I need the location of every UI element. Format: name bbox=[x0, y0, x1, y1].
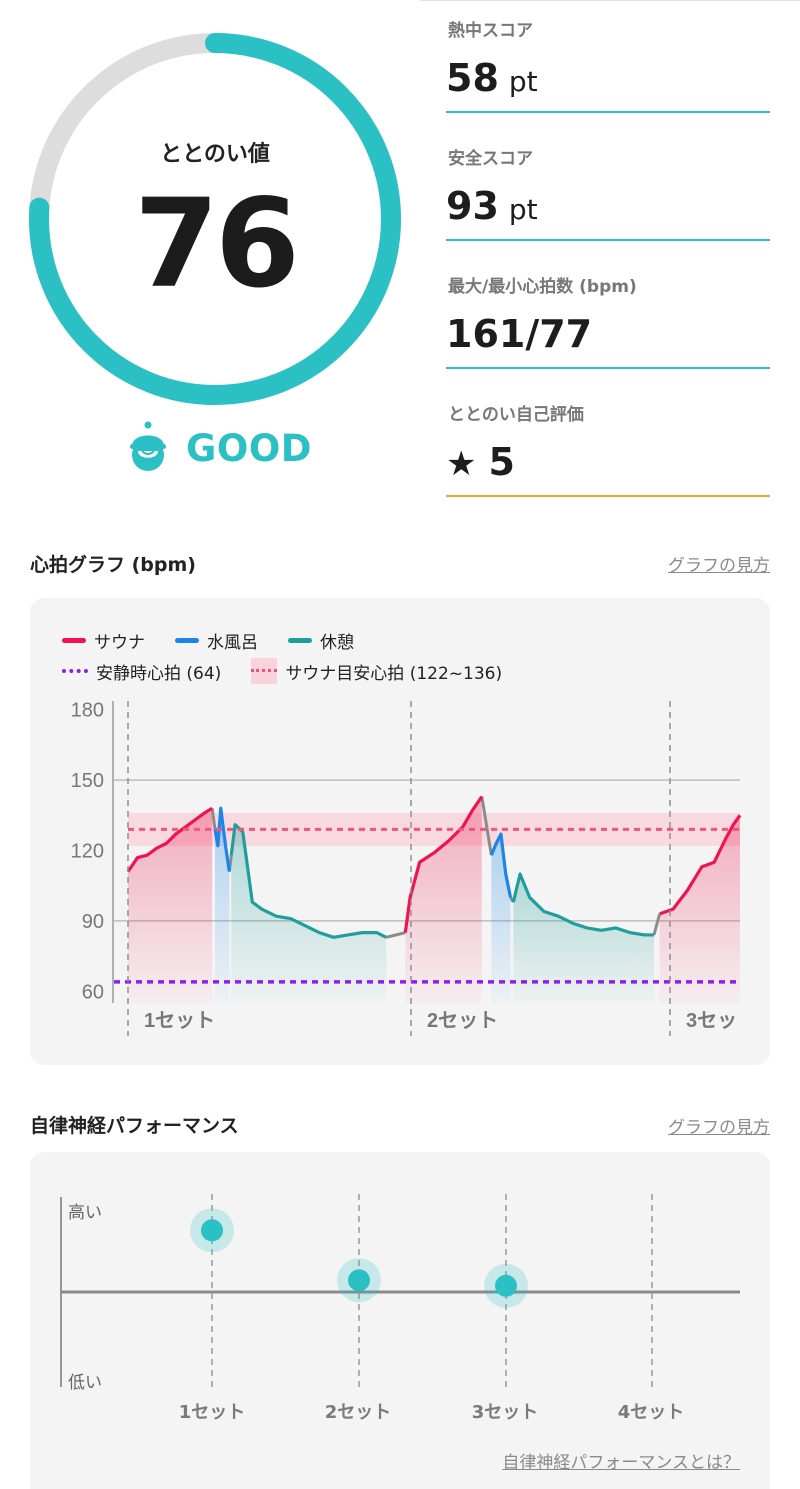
gauge-ring bbox=[29, 33, 401, 405]
legend-swatch bbox=[251, 658, 278, 684]
series-connector bbox=[210, 808, 217, 830]
legend-swatch bbox=[62, 669, 88, 673]
stat-value: 161/77 bbox=[446, 312, 592, 356]
gauge-value: 76 bbox=[134, 173, 300, 315]
gauge-progress-arc bbox=[29, 33, 401, 405]
legend-swatch bbox=[288, 638, 312, 643]
stat-value: 58 pt bbox=[446, 56, 538, 100]
legend-sauna: サウナ bbox=[62, 628, 145, 653]
legend-label: サウナ目安心拍 (122~136) bbox=[285, 663, 503, 684]
stat-safety-score: 安全スコア 93 pt bbox=[446, 140, 770, 268]
ans-about-link[interactable]: 自律神経パフォーマンスとは？ bbox=[502, 1453, 740, 1473]
stat-number: 93 bbox=[446, 184, 499, 228]
legend-row-2: 安静時心拍 (64) サウナ目安心拍 (122~136) bbox=[62, 658, 532, 684]
ans-y-low-label: 低い bbox=[68, 1373, 102, 1393]
stat-underline bbox=[446, 239, 770, 241]
series-line-rest bbox=[229, 823, 387, 939]
stat-label: 熱中スコア bbox=[448, 21, 533, 41]
rating-badge: GOOD bbox=[124, 420, 312, 476]
legend-label: 休憩 bbox=[320, 633, 354, 653]
stat-underline bbox=[446, 495, 770, 497]
set-label: 3セッ bbox=[686, 1010, 737, 1032]
series-connector bbox=[385, 931, 406, 939]
ans-x-label: 1セット bbox=[178, 1402, 246, 1423]
legend-swatch bbox=[175, 638, 199, 643]
top-divider bbox=[420, 0, 800, 1]
stat-underline bbox=[446, 111, 770, 113]
ans-point bbox=[201, 1219, 223, 1242]
gauge-label: ととのい値 bbox=[160, 142, 270, 167]
legend-cold-bath: 水風呂 bbox=[175, 628, 258, 653]
stat-label: 安全スコア bbox=[448, 149, 533, 169]
stat-self-rating[interactable]: ととのい自己評価 ★ 5 bbox=[446, 396, 770, 524]
series-line-sauna bbox=[126, 806, 213, 873]
y-tick-label: 60 bbox=[82, 981, 104, 1003]
legend-swatch bbox=[62, 638, 86, 643]
stat-value: ★ 5 bbox=[446, 440, 515, 484]
heart-graph-card: サウナ 水風呂 休憩 安静時心拍 (64) サウナ目安心拍 (122~136) … bbox=[30, 598, 770, 1065]
legend-label: サウナ bbox=[94, 633, 145, 653]
series-area-fill bbox=[405, 796, 482, 1003]
ans-point bbox=[495, 1274, 517, 1297]
stat-unit: pt bbox=[508, 193, 538, 226]
ans-y-high-label: 高い bbox=[68, 1203, 102, 1223]
smiling-hat-face-icon bbox=[130, 421, 166, 471]
legend-rest: 休憩 bbox=[288, 628, 354, 653]
y-tick-label: 150 bbox=[71, 770, 104, 792]
legend-row-1: サウナ 水風呂 休憩 bbox=[62, 628, 384, 653]
series-area-fill bbox=[491, 834, 511, 1003]
stat-number: 161/77 bbox=[446, 312, 593, 356]
stat-number: 5 bbox=[488, 440, 515, 484]
stat-heart-rate-range: 最大/最小心拍数 (bpm) 161/77 bbox=[446, 268, 770, 396]
ans-help-link[interactable]: グラフの見方 bbox=[668, 1118, 770, 1138]
series-line-rest bbox=[511, 872, 654, 937]
stats-panel: 熱中スコア 58 pt 安全スコア 93 pt 最大/最小心拍数 (bpm) 1… bbox=[446, 12, 770, 524]
series-line-cold-bath bbox=[489, 832, 513, 898]
stat-label: ととのい自己評価 bbox=[448, 405, 584, 425]
heart-rate-chart: 60 90 120 150 180 1セット 2セット 3セッ bbox=[71, 700, 742, 1036]
y-tick-label: 120 bbox=[71, 841, 104, 863]
set-label: 2セット bbox=[427, 1010, 498, 1032]
stat-value: 93 pt bbox=[446, 184, 538, 228]
ans-title: 自律神経パフォーマンス bbox=[30, 1115, 239, 1137]
series-line-cold-bath bbox=[213, 806, 231, 872]
stat-unit: pt bbox=[508, 65, 538, 98]
stat-label: 最大/最小心拍数 (bpm) bbox=[448, 277, 637, 297]
rating-text: GOOD bbox=[186, 426, 312, 470]
ans-point bbox=[348, 1269, 370, 1292]
stat-number: 58 bbox=[446, 56, 499, 100]
ans-card: 高い 低い 1セット 2セット 3セット 4セット 自律神経パフォーマンスとは？ bbox=[30, 1152, 770, 1489]
ans-chart bbox=[60, 1194, 740, 1387]
series-area-fill bbox=[231, 824, 387, 1003]
series-connector bbox=[480, 796, 493, 856]
stat-underline bbox=[446, 367, 770, 369]
legend-label: 安静時心拍 (64) bbox=[96, 663, 222, 684]
ans-x-label: 2セット bbox=[324, 1402, 392, 1423]
series-line-sauna bbox=[659, 814, 742, 916]
series-area-fill bbox=[659, 815, 740, 1003]
series-area-fill bbox=[513, 873, 654, 1003]
legend-resting-hr: 安静時心拍 (64) bbox=[62, 659, 221, 684]
set-label: 1セット bbox=[144, 1010, 215, 1032]
y-tick-label: 90 bbox=[82, 911, 104, 933]
star-icon: ★ bbox=[446, 444, 477, 484]
ans-x-label: 4セット bbox=[617, 1402, 685, 1423]
heart-graph-help-link[interactable]: グラフの見方 bbox=[668, 556, 770, 576]
series-connector bbox=[652, 913, 662, 936]
ans-x-label: 3セット bbox=[471, 1402, 539, 1423]
y-tick-label: 180 bbox=[71, 700, 104, 722]
stat-heat-score: 熱中スコア 58 pt bbox=[446, 12, 770, 140]
totonoi-gauge: ととのい値 76 bbox=[20, 24, 410, 414]
heart-graph-title: 心拍グラフ (bpm) bbox=[30, 554, 196, 576]
series-area-fill bbox=[128, 808, 213, 1003]
legend-label: 水風呂 bbox=[207, 633, 258, 653]
legend-target-band: サウナ目安心拍 (122~136) bbox=[251, 658, 502, 684]
